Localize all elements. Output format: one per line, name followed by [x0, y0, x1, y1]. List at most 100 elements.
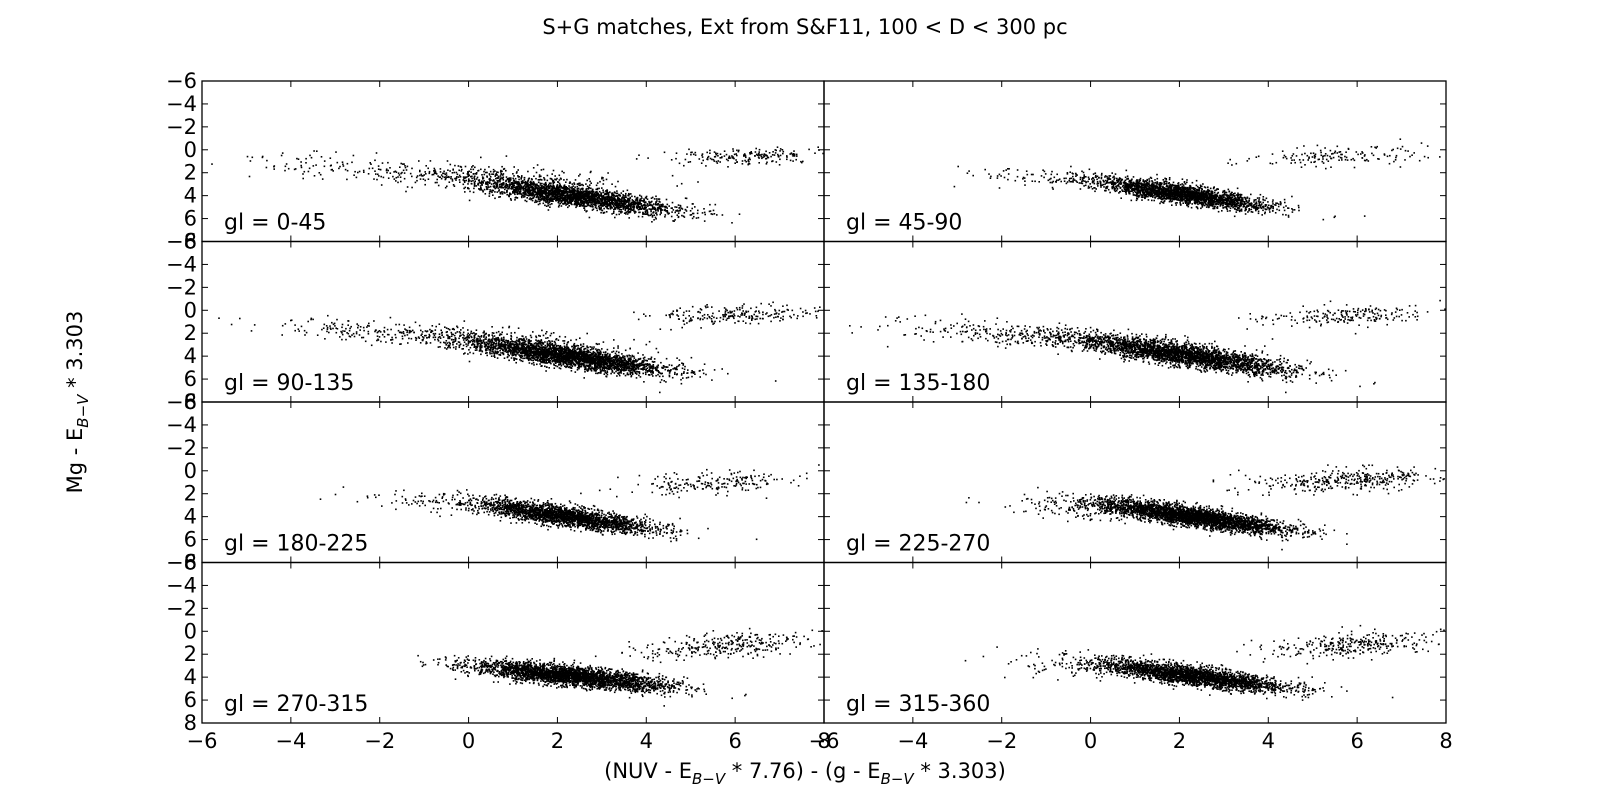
scatter-point — [779, 150, 781, 152]
scatter-point — [596, 209, 598, 212]
scatter-point — [633, 202, 636, 204]
scatter-point — [564, 200, 566, 203]
scatter-point — [600, 209, 603, 211]
scatter-point — [569, 181, 571, 183]
scatter-point — [774, 149, 777, 151]
scatter-point — [1193, 191, 1196, 194]
scatter-point — [302, 177, 304, 180]
scatter-point — [484, 168, 486, 171]
scatter-point — [1272, 203, 1274, 205]
scatter-point — [554, 198, 556, 200]
scatter-point — [606, 202, 608, 204]
scatter-point — [1168, 200, 1171, 203]
scatter-point — [1130, 181, 1132, 183]
scatter-point — [1150, 193, 1153, 196]
scatter-point — [443, 170, 445, 173]
scatter-point — [576, 190, 578, 193]
scatter-point — [635, 158, 638, 160]
scatter-point — [566, 187, 569, 189]
scatter-point — [358, 170, 361, 173]
scatter-point — [635, 202, 638, 205]
scatter-point — [1242, 206, 1245, 208]
scatter-point — [559, 202, 562, 205]
scatter-point — [563, 187, 565, 189]
scatter-point — [701, 154, 703, 157]
scatter-point — [530, 181, 533, 184]
scatter-point — [1076, 181, 1078, 183]
scatter-point — [1250, 211, 1253, 213]
scatter-point — [1253, 204, 1256, 206]
scatter-point — [663, 151, 666, 154]
scatter-point — [566, 200, 568, 202]
scatter-point — [597, 202, 599, 205]
scatter-point — [527, 179, 530, 182]
scatter-point — [440, 177, 443, 180]
scatter-point — [1167, 187, 1170, 190]
scatter-point — [1238, 199, 1240, 202]
scatter-point — [544, 194, 547, 196]
scatter-point — [467, 172, 469, 174]
scatter-point — [641, 206, 644, 209]
scatter-point — [598, 190, 601, 193]
scatter-point — [566, 188, 568, 190]
scatter-point — [655, 195, 657, 198]
scatter-point — [1238, 205, 1241, 207]
scatter-point — [603, 196, 605, 198]
scatter-point — [1151, 192, 1153, 194]
scatter-point — [375, 152, 378, 154]
scatter-point — [526, 192, 529, 194]
scatter-point — [641, 205, 643, 208]
scatter-point — [1149, 195, 1151, 197]
scatter-point — [590, 195, 593, 197]
scatter-point — [515, 196, 517, 199]
scatter-point — [1230, 194, 1233, 196]
scatter-point — [566, 194, 569, 197]
scatter-point — [465, 179, 467, 182]
scatter-point — [515, 188, 517, 190]
scatter-point — [542, 187, 544, 190]
scatter-point — [520, 193, 523, 195]
scatter-point — [1141, 194, 1144, 197]
scatter-point — [690, 151, 692, 154]
scatter-point — [1248, 208, 1250, 210]
scatter-point — [513, 186, 516, 189]
scatter-point — [527, 186, 530, 189]
scatter-point — [675, 206, 678, 208]
scatter-point — [496, 177, 498, 179]
scatter-point — [1180, 200, 1183, 202]
scatter-point — [353, 174, 355, 176]
scatter-point — [537, 179, 540, 181]
scatter-point — [641, 215, 644, 218]
scatter-point — [528, 189, 530, 192]
scatter-point — [1168, 193, 1171, 196]
scatter-point — [1091, 180, 1094, 182]
scatter-point — [478, 179, 481, 181]
scatter-point — [530, 193, 532, 195]
scatter-point — [562, 192, 564, 194]
scatter-point — [1141, 199, 1143, 201]
scatter-point — [472, 191, 475, 194]
scatter-point — [588, 198, 591, 201]
scatter-point — [627, 207, 630, 210]
scatter-point — [692, 212, 695, 215]
scatter-point — [1226, 210, 1229, 212]
scatter-point — [449, 170, 451, 172]
scatter-point — [443, 172, 445, 175]
scatter-point — [639, 203, 642, 205]
scatter-point — [631, 206, 634, 208]
scatter-point — [1231, 198, 1233, 201]
scatter-point — [550, 185, 553, 188]
scatter-point — [1231, 196, 1234, 198]
scatter-point — [543, 177, 545, 179]
scatter-point — [541, 193, 543, 196]
scatter-point — [589, 192, 591, 194]
scatter-point — [736, 154, 738, 157]
scatter-point — [575, 195, 578, 197]
scatter-point — [605, 211, 608, 213]
scatter-point — [562, 193, 564, 196]
scatter-point — [472, 168, 475, 171]
scatter-point — [494, 181, 496, 184]
scatter-point — [500, 169, 502, 172]
scatter-point — [563, 184, 566, 186]
scatter-point — [1127, 177, 1129, 180]
